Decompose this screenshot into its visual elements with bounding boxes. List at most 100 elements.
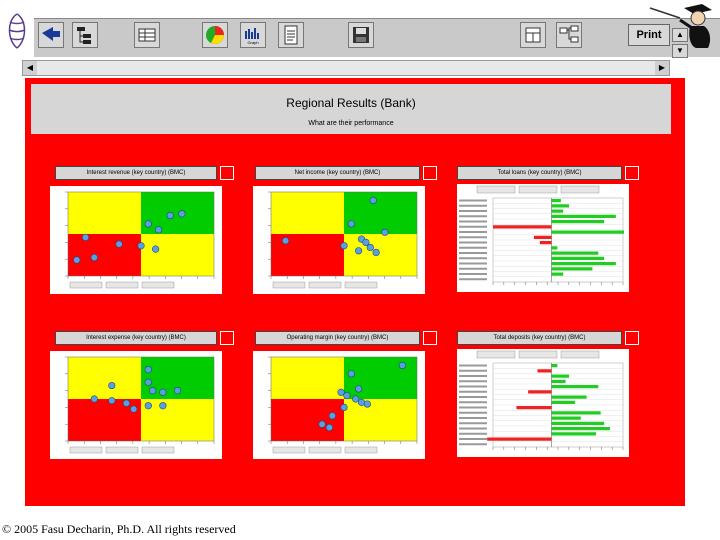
quadrant-top-left [271, 357, 344, 399]
row-label [459, 385, 487, 388]
axis-selector [560, 185, 600, 194]
bar [537, 369, 552, 373]
data-point [366, 243, 374, 252]
layout-button[interactable] [520, 22, 546, 48]
row-label [459, 443, 487, 446]
data-point [372, 248, 380, 257]
hierarchy-button[interactable] [556, 22, 582, 48]
panel-total-loans[interactable] [457, 184, 629, 292]
data-point [144, 366, 152, 374]
plot-frame [270, 191, 418, 277]
panel-operating-margin[interactable] [253, 351, 425, 459]
title-area: Graph Print ▲ ▼ [0, 0, 720, 58]
bar [539, 241, 552, 245]
panel-menu-button[interactable] [423, 166, 437, 180]
data-point [122, 399, 130, 407]
data-point [90, 253, 98, 262]
panel-interest-revenue[interactable] [50, 186, 222, 294]
quadrant-bottom-left [68, 399, 141, 441]
data-point [347, 370, 355, 378]
panel-menu-button[interactable] [625, 166, 639, 180]
axis-selector [272, 281, 306, 289]
triangle-down-icon: ▼ [676, 46, 684, 55]
tree-button[interactable] [72, 22, 98, 48]
bar-chart-button[interactable]: Graph [240, 22, 266, 48]
quadrant-bottom-right [344, 399, 417, 441]
bar [551, 199, 561, 203]
quadrant-chart [268, 191, 418, 289]
data-point [362, 238, 370, 247]
panel-net-income[interactable] [253, 186, 425, 294]
bar [551, 214, 616, 218]
panel-menu-button[interactable] [220, 166, 234, 180]
bar [551, 272, 564, 276]
quadrant-top-right [344, 357, 417, 399]
copyright-notice: © 2005 Fasu Decharin, Ph.D. All rights r… [2, 522, 236, 536]
back-arrow-icon [42, 27, 60, 41]
row-label [459, 267, 487, 270]
axis-selector [560, 350, 600, 359]
bar [516, 406, 552, 410]
panel-interest-expense[interactable] [50, 351, 222, 459]
hierarchy-icon [559, 25, 579, 43]
panel-title-interest-expense: Interest expense (key country) (BMC) [55, 331, 217, 345]
bar [551, 374, 570, 378]
panel-title-net-income: Net income (key country) (BMC) [255, 166, 420, 180]
bar [551, 416, 581, 420]
save-button[interactable] [348, 22, 374, 48]
document-button[interactable] [278, 22, 304, 48]
data-point [159, 388, 167, 396]
scroll-up-button[interactable]: ▲ [672, 28, 688, 42]
layout-icon [525, 27, 541, 43]
data-point [173, 386, 182, 395]
row-label [459, 262, 487, 265]
scroll-down-button[interactable]: ▼ [672, 44, 688, 58]
data-point [340, 242, 348, 250]
panel-menu-button[interactable] [220, 331, 234, 345]
back-button[interactable] [38, 22, 64, 48]
panel-menu-button[interactable] [423, 331, 437, 345]
row-label [459, 432, 487, 435]
data-point [347, 220, 355, 228]
axis-selector [69, 446, 103, 454]
pie-chart-button[interactable] [202, 22, 228, 48]
row-label [459, 252, 487, 254]
save-icon [353, 27, 369, 43]
panel-total-deposits[interactable] [457, 349, 629, 457]
document-icon [284, 25, 298, 45]
bar [551, 209, 564, 213]
data-point [178, 210, 186, 218]
quadrant-top-right [141, 192, 214, 234]
table-button[interactable] [134, 22, 160, 48]
data-point [340, 403, 348, 412]
row-label [459, 390, 487, 393]
print-button[interactable]: Print [628, 24, 670, 46]
bar [487, 437, 552, 441]
scroll-left-icon[interactable]: ◀ [23, 61, 37, 75]
row-label [459, 225, 487, 228]
panel-title-interest-revenue: Interest revenue (key country) (BMC) [55, 166, 217, 180]
bar [551, 427, 610, 431]
quadrant-bottom-left [68, 234, 141, 276]
page-subtitle: What are their performance [308, 120, 394, 127]
tree-icon [77, 27, 91, 44]
bar [551, 262, 616, 266]
data-point [343, 392, 351, 400]
bar [551, 379, 566, 383]
data-point [144, 402, 152, 410]
triangle-up-icon: ▲ [676, 30, 684, 39]
data-point [137, 242, 145, 250]
bar-chart [459, 350, 624, 450]
data-point [318, 420, 326, 428]
plot-frame [270, 356, 418, 442]
page-title: Regional Results (Bank) [286, 96, 416, 110]
data-point [151, 245, 160, 253]
professor-mascot-image [649, 4, 712, 48]
report-header: Regional Results (Bank) What are their p… [31, 84, 671, 134]
panel-menu-button[interactable] [625, 331, 639, 345]
quadrant-bottom-right [141, 399, 214, 441]
data-point [159, 402, 167, 410]
row-label [459, 417, 487, 419]
horizontal-scrollbar[interactable]: ◀ ▶ [22, 60, 670, 76]
scroll-right-icon[interactable]: ▶ [655, 61, 669, 75]
